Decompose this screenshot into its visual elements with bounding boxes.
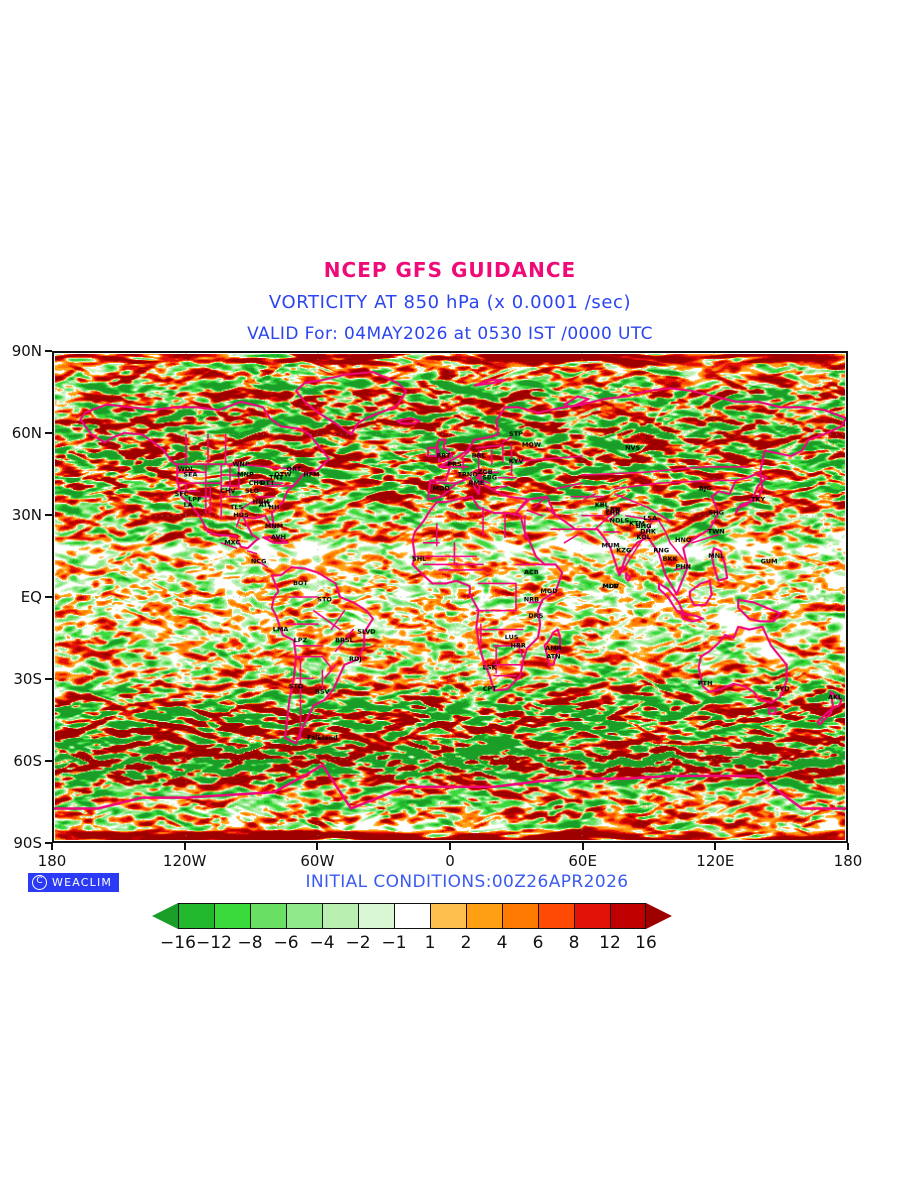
colorbar-band [502,903,538,929]
x-axis-tick [449,843,451,850]
colorbar-band [322,903,358,929]
colorbar-under-arrow [152,903,178,929]
colorbar-tick-label: 1 [424,933,436,953]
x-axis-label: 0 [445,852,455,870]
valid-time-text: VALID For: 04MAY2026 at 0530 IST /0000 U… [247,324,653,344]
colorbar-band [538,903,574,929]
y-axis-label: 30N [11,506,42,524]
world-vorticity-map [52,351,848,843]
y-axis-tick [45,432,52,434]
initial-conditions-text: INITIAL CONDITIONS:00Z26APR2026 [305,872,629,892]
y-axis-label: EQ [20,588,42,606]
colorbar-tick-label: 2 [460,933,472,953]
x-axis-label: 180 [37,852,67,870]
colorbar-tick-label: 8 [568,933,580,953]
y-axis-label: 90N [11,342,42,360]
y-axis-tick [45,596,52,598]
colorbar-band [358,903,394,929]
colorbar-over-arrow [646,903,672,929]
x-axis-label: 120W [162,852,207,870]
colorbar-tick-label: 16 [635,933,657,953]
weaclim-label: WEACLIM [52,876,113,889]
y-axis-tick [45,678,52,680]
x-axis-tick [714,843,717,850]
colorbar-tick-label: −8 [237,933,263,953]
y-axis-label: 30S [13,670,42,688]
x-axis-label: 60W [300,852,335,870]
x-axis-tick [847,843,849,850]
colorbar: −16 −12 −8 −6 −4 −2 −1 1 2 4 6 8 12 16 [0,903,900,963]
colorbar-tick-label: −16 [160,933,196,953]
colorbar-band [610,903,646,929]
colorbar-tick-label: 4 [496,933,508,953]
y-axis-tick [45,514,52,516]
colorbar-tick-label: −4 [309,933,335,953]
colorbar-band [574,903,610,929]
colorbar-band [214,903,250,929]
colorbar-band [394,903,430,929]
colorbar-band [286,903,322,929]
colorbar-bands [178,903,646,929]
chart-subtitle: VORTICITY AT 850 hPa (x 0.0001 /sec) [268,292,632,313]
colorbar-band [466,903,502,929]
colorbar-tick-label: 12 [599,933,621,953]
colorbar-tick-label: −12 [196,933,232,953]
colorbar-tick-label: −6 [273,933,299,953]
y-axis-tick [45,350,52,352]
x-axis-tick [581,843,584,850]
x-axis-label: 60E [568,852,597,870]
colorbar-band [178,903,214,929]
x-axis-tick [316,843,319,850]
y-axis-tick [45,842,52,844]
x-axis-tick [51,843,53,850]
colorbar-band [430,903,466,929]
y-axis-label: 90S [13,834,42,852]
x-axis-tick [183,843,186,850]
colorbar-tick-label: −2 [345,933,371,953]
y-axis-tick [45,760,52,762]
colorbar-band [250,903,286,929]
page-title: NCEP GFS GUIDANCE [323,258,577,282]
vorticity-field-canvas [54,353,846,841]
weaclim-logo-badge: C WEACLIM [28,873,120,892]
colorbar-tick-label: 6 [532,933,544,953]
copyright-icon: C [32,875,47,890]
x-axis-label: 120E [696,852,735,870]
y-axis-label: 60S [13,752,42,770]
y-axis-label: 60N [11,424,42,442]
colorbar-tick-label: −1 [381,933,407,953]
x-axis-label: 180 [833,852,863,870]
